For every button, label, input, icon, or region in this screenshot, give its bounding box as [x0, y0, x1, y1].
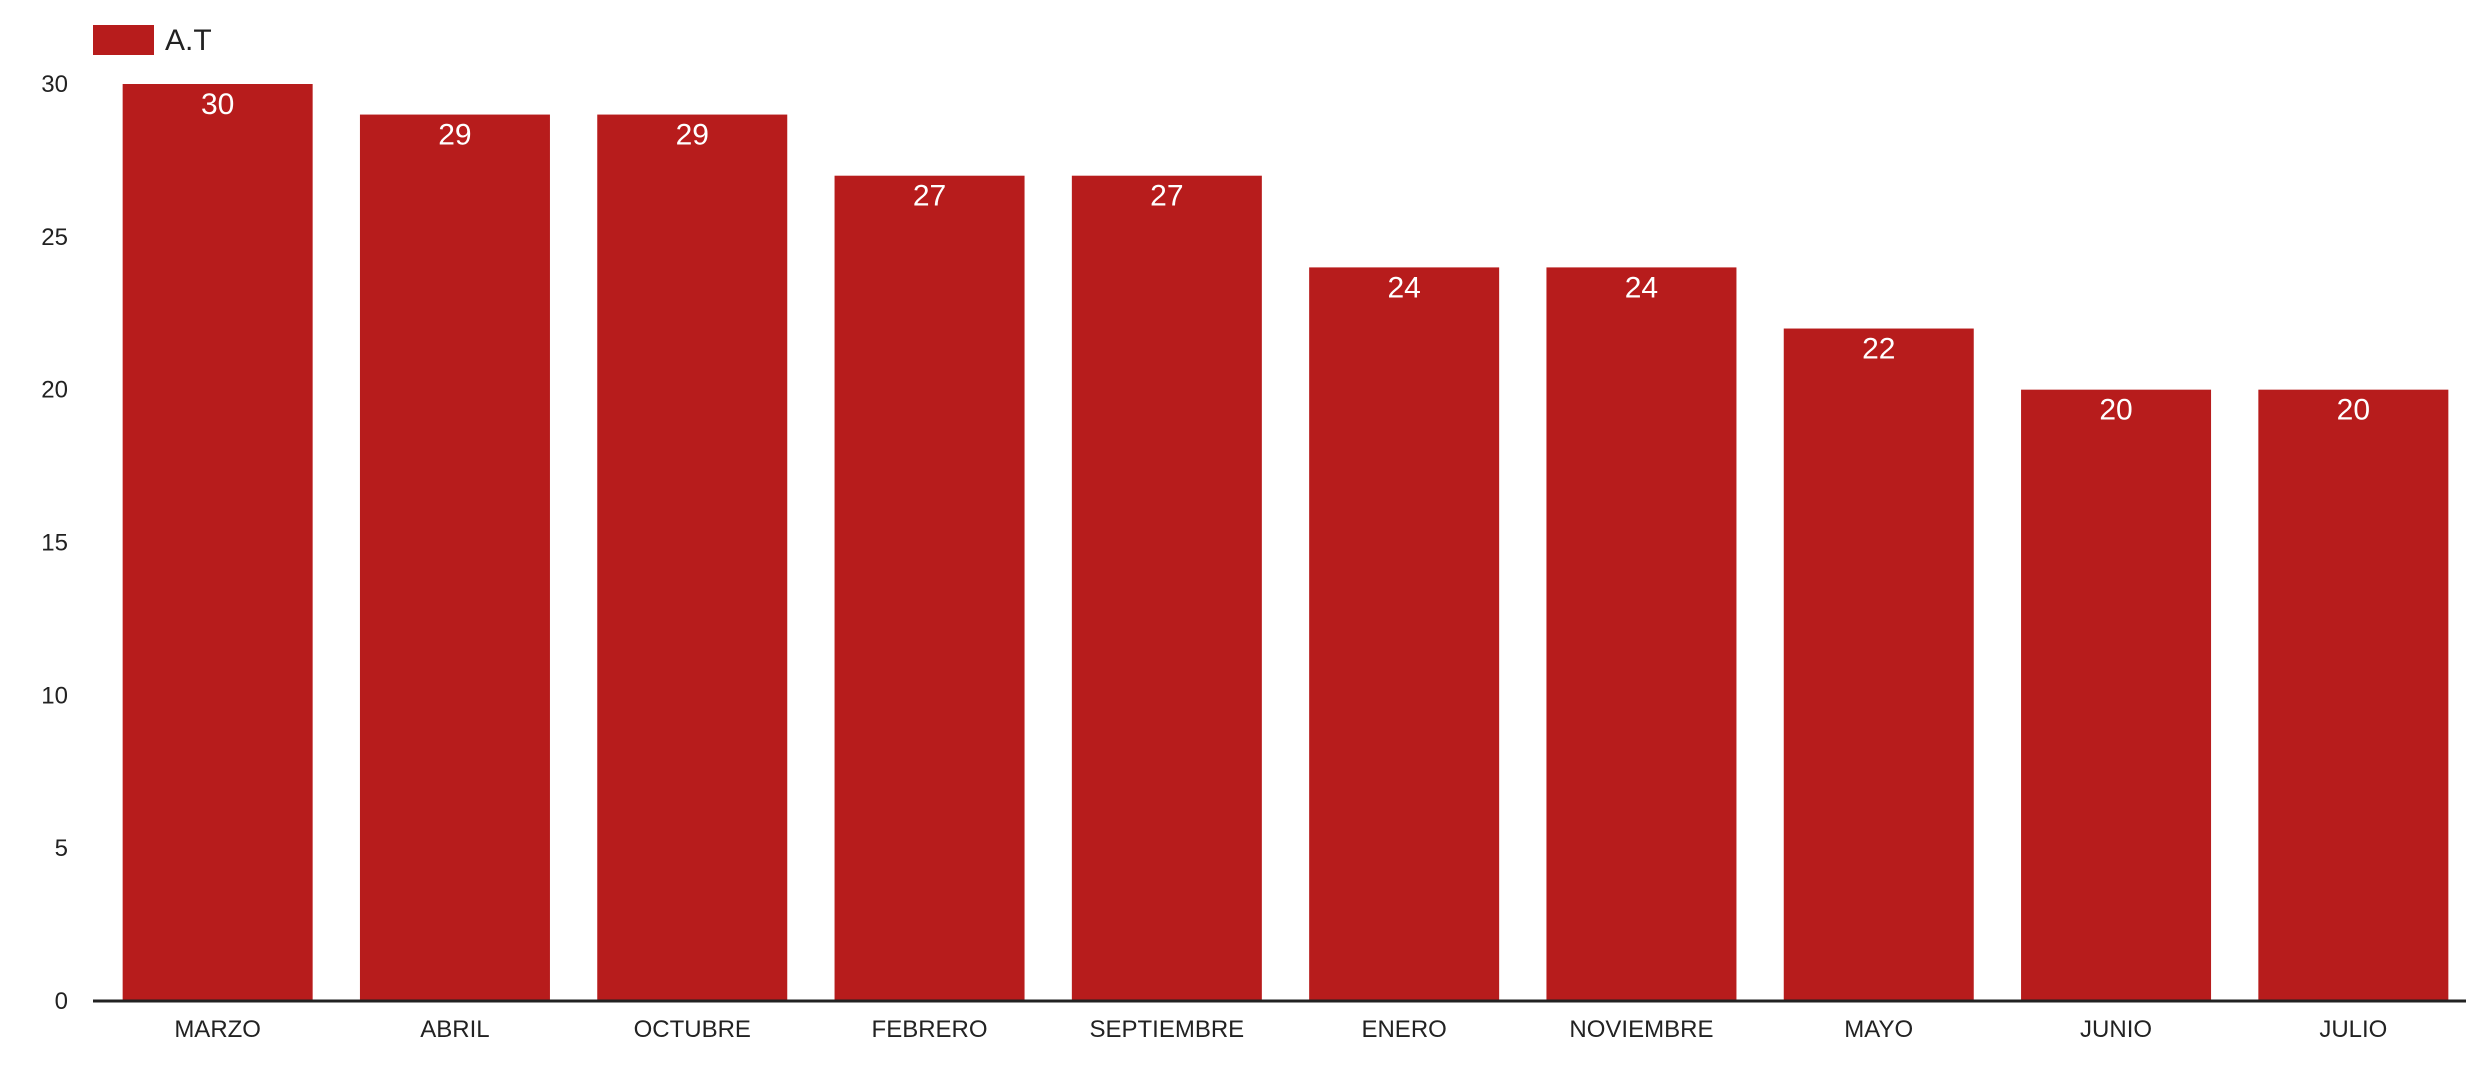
bar-value-label: 20 [2099, 394, 2132, 427]
y-tick-label: 30 [41, 71, 68, 98]
y-tick-label: 10 [41, 682, 68, 709]
y-tick-label: 25 [41, 224, 68, 251]
bar-value-label: 29 [676, 119, 709, 152]
y-axis: 0 5 10 15 20 25 30 [41, 71, 68, 1015]
bar [1309, 267, 1500, 1001]
bar [122, 84, 313, 1001]
x-category-label: SEPTIEMBRE [1089, 1016, 1244, 1043]
legend-swatch-icon [93, 25, 154, 55]
bar-value-label: 27 [1150, 180, 1183, 213]
bar [1071, 175, 1262, 1001]
x-category-label: OCTUBRE [634, 1016, 751, 1043]
x-category-label: MAYO [1844, 1016, 1913, 1043]
x-category-label: JULIO [2319, 1016, 2387, 1043]
bar-value-label: 29 [438, 119, 471, 152]
y-tick-label: 20 [41, 377, 68, 404]
y-tick-label: 5 [55, 835, 68, 862]
y-tick-label: 15 [41, 530, 68, 557]
bar-value-label: 20 [2337, 394, 2370, 427]
bar-value-label: 27 [913, 180, 946, 213]
bar [597, 114, 788, 1002]
bar [1783, 328, 1974, 1001]
x-category-label: JUNIO [2080, 1016, 2152, 1043]
bar [2258, 389, 2449, 1002]
bar-value-label: 24 [1387, 271, 1420, 304]
bar [834, 175, 1025, 1001]
bar [2021, 389, 2212, 1002]
legend: A.T [93, 24, 212, 57]
bar [359, 114, 550, 1002]
y-tick-label: 0 [55, 988, 68, 1015]
x-category-label: MARZO [174, 1016, 261, 1043]
x-category-label: NOVIEMBRE [1569, 1016, 1713, 1043]
legend-label: A.T [165, 24, 212, 57]
bar [1546, 267, 1737, 1001]
bar-value-labels: 30 29 29 27 27 24 24 22 20 20 [201, 88, 2370, 427]
bar-value-label: 24 [1625, 271, 1658, 304]
bar-value-label: 22 [1862, 333, 1895, 366]
x-category-label: FEBRERO [872, 1016, 988, 1043]
bars [122, 84, 2449, 1002]
x-category-label: ENERO [1361, 1016, 1446, 1043]
x-category-label: ABRIL [420, 1016, 489, 1043]
bar-value-label: 30 [201, 88, 234, 121]
x-axis: MARZO ABRIL OCTUBRE FEBRERO SEPTIEMBRE ENERO N… [174, 1016, 2387, 1043]
